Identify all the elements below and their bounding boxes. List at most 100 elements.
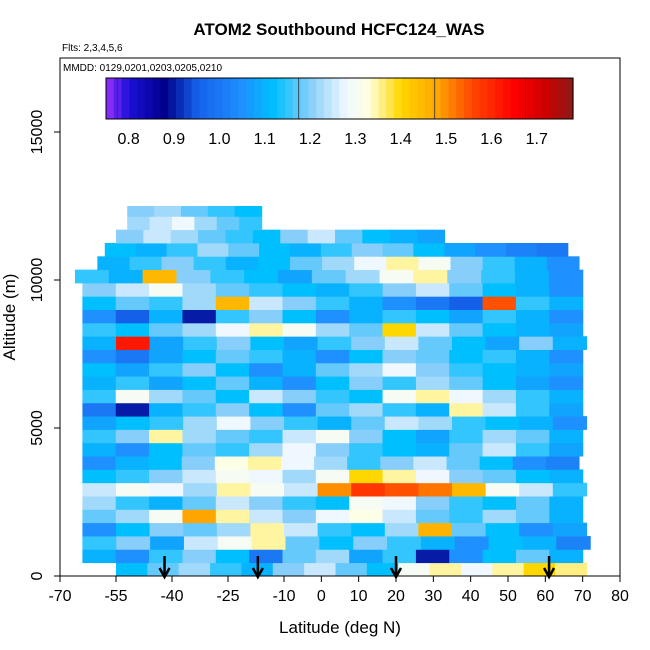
heatmap-cell xyxy=(317,336,352,350)
heatmap-cell xyxy=(239,216,263,231)
heatmap-cell xyxy=(449,549,484,564)
heatmap-cell xyxy=(282,309,317,324)
heatmap-cell xyxy=(210,269,245,284)
colorbar-segment xyxy=(292,78,302,119)
heatmap-cell xyxy=(215,402,250,417)
x-axis-label: Latitude (deg N) xyxy=(279,618,401,637)
heatmap-cell xyxy=(387,536,422,550)
heatmap-cell xyxy=(249,349,284,364)
heatmap-cell xyxy=(449,469,484,484)
heatmap-cell xyxy=(415,442,450,457)
heatmap-cell xyxy=(115,456,150,470)
heatmap-cell xyxy=(216,482,251,497)
down-arrow-icon xyxy=(542,556,556,580)
heatmap-cell xyxy=(149,216,173,231)
heatmap-cell xyxy=(225,229,254,244)
heatmap-cell xyxy=(282,496,317,510)
heatmap-cell xyxy=(482,362,517,377)
heatmap-cell xyxy=(482,496,517,510)
colorbar-segment xyxy=(183,78,193,119)
heatmap-cell xyxy=(234,206,263,217)
heatmap-cell xyxy=(449,389,484,404)
heatmap-cell xyxy=(552,522,587,537)
heatmap-cell xyxy=(176,269,211,284)
colorbar-segment xyxy=(456,78,465,119)
heatmap-cell xyxy=(349,389,384,404)
heatmap-cell xyxy=(315,309,350,324)
heatmap-cell xyxy=(552,482,587,497)
heatmap-cell xyxy=(115,322,150,337)
heatmap-cell xyxy=(515,549,550,564)
heatmap-cell xyxy=(418,416,453,430)
heatmap-cell xyxy=(82,509,117,524)
heatmap-cell xyxy=(135,243,168,257)
heatmap-cell xyxy=(485,482,520,497)
colorbar-segment xyxy=(386,78,395,119)
heatmap-cell xyxy=(182,349,217,364)
heatmap-cell xyxy=(418,522,453,537)
heatmap-cell xyxy=(349,322,384,337)
colorbar-segment xyxy=(378,78,387,119)
heatmap-cell xyxy=(82,402,117,417)
heatmap-cell xyxy=(449,309,484,324)
heatmap-cell xyxy=(485,522,520,537)
heatmap-cell xyxy=(415,389,450,404)
heatmap-cell xyxy=(413,269,448,284)
heatmap-cell xyxy=(115,549,150,564)
heatmap-cell xyxy=(351,482,386,497)
colorbar-frame xyxy=(105,77,574,120)
heatmap-cell xyxy=(115,469,150,484)
heatmap-cell xyxy=(413,243,445,257)
heatmap-cell xyxy=(282,376,317,390)
heatmap-cell xyxy=(115,362,150,377)
heatmap-cell xyxy=(182,496,217,510)
heatmap-cell xyxy=(149,322,184,337)
heatmap-cell xyxy=(415,509,450,524)
heatmap-cell xyxy=(82,416,117,430)
heatmap-cell xyxy=(482,376,517,390)
heatmap-cell xyxy=(116,536,151,550)
heatmap-cell xyxy=(115,376,150,390)
heatmap-cell xyxy=(97,256,131,271)
heatmap-cell xyxy=(249,549,284,564)
colorbar-segment xyxy=(425,78,434,119)
colorbar-segment xyxy=(137,78,146,119)
heatmap-cell xyxy=(272,562,305,577)
heatmap-cell xyxy=(415,429,450,444)
heatmap-cell xyxy=(398,562,431,577)
heatmap-cell xyxy=(183,336,218,350)
heatmap-cell xyxy=(250,336,285,350)
heatmap-cell xyxy=(382,442,417,457)
heatmap-cell xyxy=(349,282,384,297)
heatmap-cell xyxy=(512,456,547,470)
heatmap-cell xyxy=(247,456,282,470)
heatmap-cell xyxy=(349,376,384,390)
heatmap-cell xyxy=(82,309,117,324)
heatmap-cell xyxy=(215,389,250,404)
heatmap-cell xyxy=(311,269,347,284)
heatmap-cell xyxy=(449,509,484,524)
heatmap-cell xyxy=(249,509,284,524)
heatmap-cell xyxy=(74,269,110,284)
heatmap-cell xyxy=(482,442,517,457)
heatmap-cell xyxy=(182,322,217,337)
heatmap-cell xyxy=(549,309,584,324)
y-axis: 0 5000 10000 15000 xyxy=(29,110,60,580)
heatmap-cell xyxy=(82,362,117,377)
latitude-arrows xyxy=(158,556,556,580)
colorbar-segment xyxy=(113,78,123,119)
heatmap-cell xyxy=(515,362,550,377)
colorbar-segment xyxy=(277,78,286,119)
heatmap-cell xyxy=(249,442,284,457)
colorbar-segment xyxy=(518,78,527,119)
colorbar-segment xyxy=(331,78,341,119)
heatmap-cell xyxy=(482,349,517,364)
heatmap-cell xyxy=(307,229,336,244)
heatmap-cell xyxy=(284,522,319,537)
down-arrow-icon xyxy=(251,556,264,580)
heatmap-cell xyxy=(382,349,417,364)
colorbar-segment xyxy=(565,78,574,119)
colorbar-segment xyxy=(487,78,496,119)
heatmap-cell xyxy=(415,322,450,337)
heatmap-cell xyxy=(215,376,250,390)
